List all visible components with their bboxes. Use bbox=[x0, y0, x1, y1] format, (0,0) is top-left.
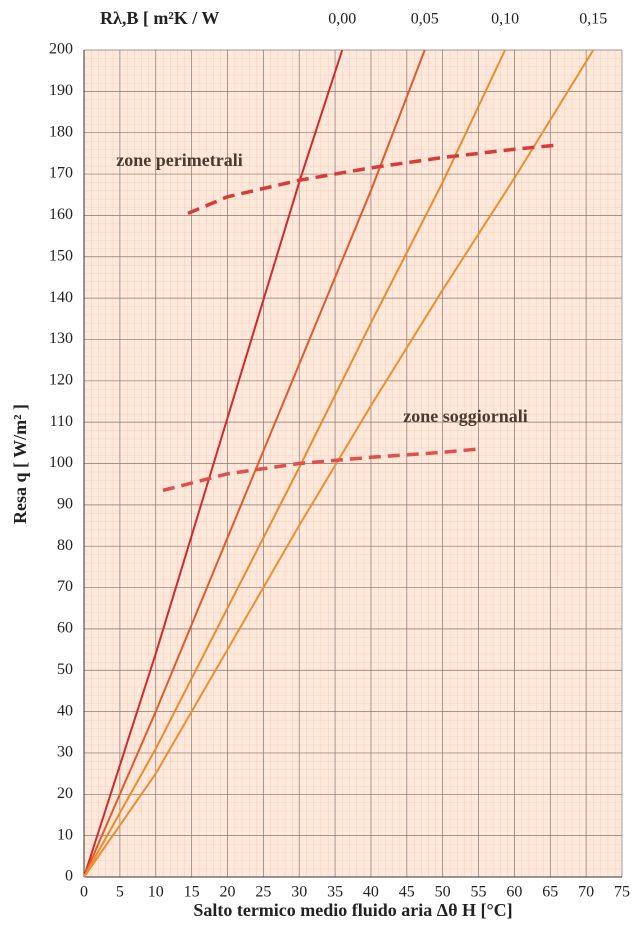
line-series bbox=[83, 49, 344, 878]
series-label: 0,10 bbox=[491, 11, 519, 28]
x-tick-label: 0 bbox=[80, 884, 88, 901]
zone-line bbox=[187, 143, 558, 215]
x-tick-label: 40 bbox=[363, 884, 379, 901]
y-tick-label: 100 bbox=[49, 454, 73, 471]
x-tick-label: 35 bbox=[327, 884, 343, 901]
y-tick-label: 110 bbox=[50, 413, 73, 430]
series-label: 0,00 bbox=[328, 11, 356, 28]
y-tick-label: 30 bbox=[57, 744, 73, 761]
y-tick-label: 140 bbox=[49, 289, 73, 306]
y-tick-label: 70 bbox=[57, 578, 73, 595]
y-tick-label: 160 bbox=[49, 206, 73, 223]
x-tick-label: 55 bbox=[471, 884, 487, 901]
y-tick-label: 90 bbox=[57, 496, 73, 513]
x-tick-label: 15 bbox=[184, 884, 200, 901]
line-series bbox=[83, 49, 506, 878]
x-tick-label: 65 bbox=[542, 884, 558, 901]
y-tick-label: 60 bbox=[57, 620, 73, 637]
y-tick-label: 80 bbox=[57, 537, 73, 554]
y-axis-label: Resa q [ W/m² ] bbox=[10, 404, 30, 524]
x-tick-label: 70 bbox=[578, 884, 594, 901]
y-tick-label: 130 bbox=[49, 330, 73, 347]
zone-label: zone soggiornali bbox=[403, 406, 528, 426]
zone-line bbox=[162, 447, 479, 493]
y-tick-label: 200 bbox=[49, 41, 73, 58]
series-label: 0,15 bbox=[579, 11, 607, 28]
y-tick-label: 180 bbox=[49, 123, 73, 140]
x-tick-label: 25 bbox=[255, 884, 271, 901]
y-tick-label: 40 bbox=[57, 702, 73, 719]
y-tick-label: 20 bbox=[57, 785, 73, 802]
y-tick-label: 190 bbox=[49, 82, 73, 99]
y-tick-label: 150 bbox=[49, 247, 73, 264]
x-tick-label: 50 bbox=[435, 884, 451, 901]
line-series bbox=[83, 49, 595, 878]
x-tick-label: 10 bbox=[148, 884, 164, 901]
x-tick-label: 20 bbox=[219, 884, 235, 901]
x-axis-label: Salto termico medio fluido aria Δθ H [°C… bbox=[193, 900, 512, 920]
x-tick-label: 45 bbox=[399, 884, 415, 901]
y-tick-label: 120 bbox=[49, 371, 73, 388]
y-tick-label: 0 bbox=[65, 868, 73, 885]
x-tick-label: 75 bbox=[614, 884, 630, 901]
x-tick-label: 30 bbox=[291, 884, 307, 901]
top-axis-label: Rλ,B [ m²K / W bbox=[100, 8, 219, 28]
x-tick-label: 60 bbox=[506, 884, 522, 901]
y-tick-label: 10 bbox=[57, 826, 73, 843]
x-tick-label: 5 bbox=[116, 884, 124, 901]
y-tick-label: 170 bbox=[49, 165, 73, 182]
zone-label: zone perimetrali bbox=[116, 150, 242, 170]
y-tick-label: 50 bbox=[57, 661, 73, 678]
series-label: 0,05 bbox=[411, 11, 439, 28]
